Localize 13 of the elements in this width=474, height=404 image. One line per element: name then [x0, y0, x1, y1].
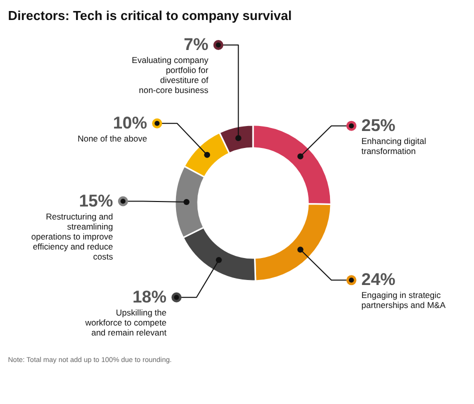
slice-label: Engaging in strategic partnerships and M&A — [361, 290, 446, 310]
data-label: 18% — [132, 287, 166, 306]
slice-label: None of the above — [78, 133, 148, 144]
slice-label: Upskilling the workforce to compete and remain relevant — [84, 307, 168, 338]
slice-label: Restructuring and streamlining operations to improve efficiency and reduce costs — [31, 211, 114, 262]
data-label: 25% — [361, 116, 396, 135]
slice-label: Evaluating company portfolio for divestiture of non-core business — [132, 55, 210, 95]
data-label: 7% — [184, 35, 208, 54]
chart-title: Directors: Tech is critical to company survival — [8, 8, 293, 23]
data-label: 10% — [113, 113, 148, 132]
slice-label: Enhancing digital transformation — [361, 136, 426, 156]
data-label: 15% — [78, 191, 114, 210]
data-label: 24% — [361, 270, 396, 290]
